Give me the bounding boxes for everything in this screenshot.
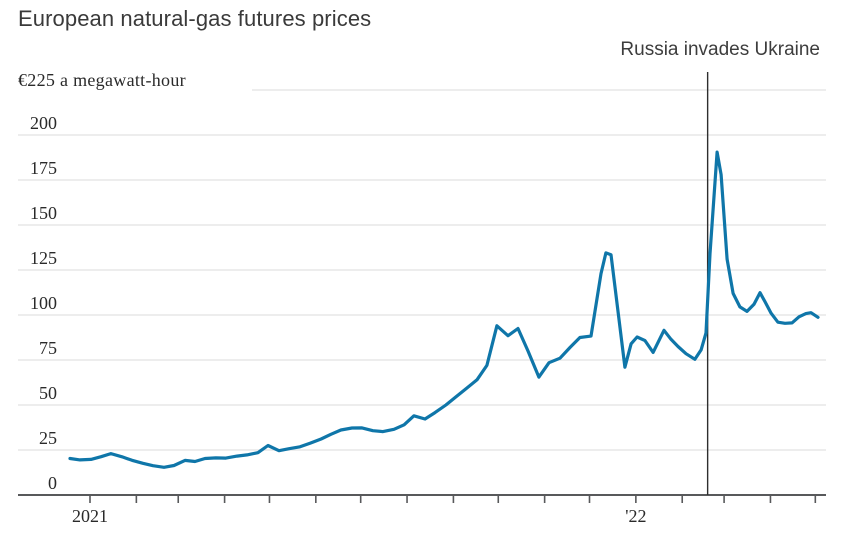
chart-title: European natural-gas futures prices	[18, 6, 372, 31]
y-axis-unit-label: €225 a megawatt-hour	[18, 70, 186, 90]
y-gridlines	[18, 134, 826, 451]
y-axis-label-175: 175	[30, 158, 57, 178]
y-axis-label-125: 125	[30, 248, 57, 268]
y-axis-label-150: 150	[30, 203, 57, 223]
y-axis-label-200: 200	[30, 113, 57, 133]
price-series-line	[68, 150, 820, 469]
x-axis-year-label: 2021	[72, 506, 108, 526]
x-axis-year-label: '22	[625, 506, 646, 526]
y-axis-label-0: 0	[48, 473, 57, 493]
event-annotation-label: Russia invades Ukraine	[620, 39, 820, 60]
y-axis-label-25: 25	[39, 428, 57, 448]
y-axis-label-100: 100	[30, 293, 57, 313]
y-axis-label-75: 75	[39, 338, 57, 358]
x-axis-year-labels: 2021 '22	[72, 506, 646, 526]
y-axis-label-50: 50	[39, 383, 57, 403]
y-axis-labels: 0 25 50 75 100 125 150 175 200	[30, 113, 57, 493]
x-axis-ticks	[89, 495, 817, 503]
